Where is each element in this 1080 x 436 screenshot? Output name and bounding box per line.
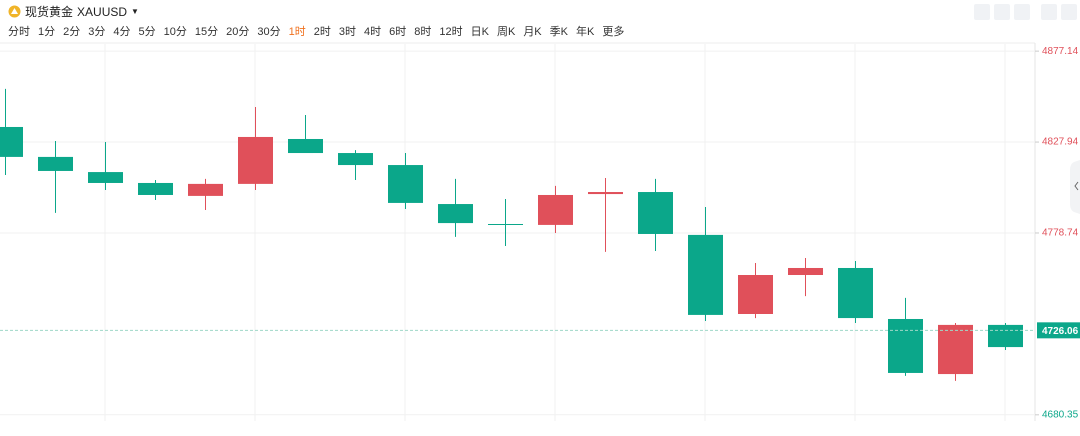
candle-body	[188, 183, 223, 196]
candle-body	[338, 153, 373, 166]
period-tab[interactable]: 分时	[8, 26, 30, 38]
side-panel-arrow	[1074, 181, 1079, 191]
period-tab[interactable]: 月K	[523, 26, 542, 38]
y-tick-label: 4827.94	[1042, 137, 1079, 148]
period-tab[interactable]: 1分	[38, 26, 56, 38]
candle-body	[988, 324, 1023, 348]
period-tab[interactable]: 2分	[63, 26, 81, 38]
candle-body	[488, 223, 523, 225]
period-bar: 分时 1分 2分 3分 4分 5分 10分 15分 20分 30分 1时 2时 3时 4时 6时 8时 12时日…	[8, 22, 624, 40]
y-tick-label: 4877.14	[1042, 46, 1079, 57]
candle-body	[388, 165, 423, 203]
close-button[interactable]	[1061, 4, 1077, 20]
period-tab[interactable]: 4时	[364, 26, 382, 38]
period-tab[interactable]: 季K	[549, 26, 568, 38]
candle-body	[838, 267, 873, 319]
candle-body	[938, 324, 973, 375]
period-tab[interactable]: 周K	[496, 26, 516, 38]
period-tab[interactable]: 年K	[576, 26, 595, 38]
period-tab[interactable]: 30分	[257, 26, 281, 38]
period-tab[interactable]: 12时	[439, 26, 463, 38]
candle-body	[88, 172, 123, 183]
symbol-code: XAUUSD	[77, 4, 128, 19]
candle-body	[588, 192, 623, 195]
candle-body	[438, 204, 473, 224]
period-tab[interactable]: 2时	[313, 26, 331, 38]
period-tab[interactable]: 15分	[194, 26, 219, 38]
symbol-name: 现货黄金	[25, 5, 74, 19]
period-tab[interactable]: 5分	[138, 26, 156, 38]
dropdown-caret: ▼	[131, 7, 139, 16]
period-tab[interactable]: 更多	[602, 26, 625, 38]
symbol-icon	[8, 5, 21, 18]
draw-button[interactable]	[994, 4, 1010, 20]
period-tab[interactable]: 1时	[288, 26, 306, 38]
chart-type-button[interactable]	[974, 4, 990, 20]
period-tab[interactable]: 日K	[470, 26, 489, 38]
candle-body	[238, 136, 273, 184]
period-tab[interactable]: 10分	[163, 26, 187, 38]
candle-body	[688, 234, 723, 315]
side-panel-tab[interactable]	[1070, 160, 1080, 214]
candle-body	[888, 318, 923, 373]
candle-body	[788, 267, 823, 276]
y-tick-label: 4680.35	[1042, 409, 1079, 420]
symbol-selector[interactable]: 现货黄金 XAUUSD ▼	[8, 3, 139, 20]
last-price-label: 4726.06	[1042, 326, 1079, 337]
candle-body	[538, 194, 573, 225]
candle-body	[38, 156, 73, 171]
indicator-button[interactable]	[1014, 4, 1030, 20]
period-tab[interactable]: 4分	[113, 26, 131, 38]
candle-body	[0, 126, 23, 157]
candle-body	[288, 138, 323, 154]
period-tab[interactable]: 3分	[88, 26, 106, 38]
period-tab[interactable]: 8时	[414, 26, 432, 38]
candle-body	[638, 192, 673, 234]
shrink-button[interactable]	[1041, 4, 1057, 20]
last-price-box	[1037, 322, 1080, 339]
candle-body	[738, 275, 773, 314]
y-tick-label: 4778.74	[1042, 228, 1079, 239]
period-tab[interactable]: 20分	[226, 26, 250, 38]
period-tab[interactable]: 3时	[338, 26, 356, 38]
header-bar: 现货黄金 XAUUSD ▼	[0, 0, 1080, 22]
period-tab[interactable]: 6时	[389, 26, 407, 38]
candle-body	[138, 182, 173, 195]
